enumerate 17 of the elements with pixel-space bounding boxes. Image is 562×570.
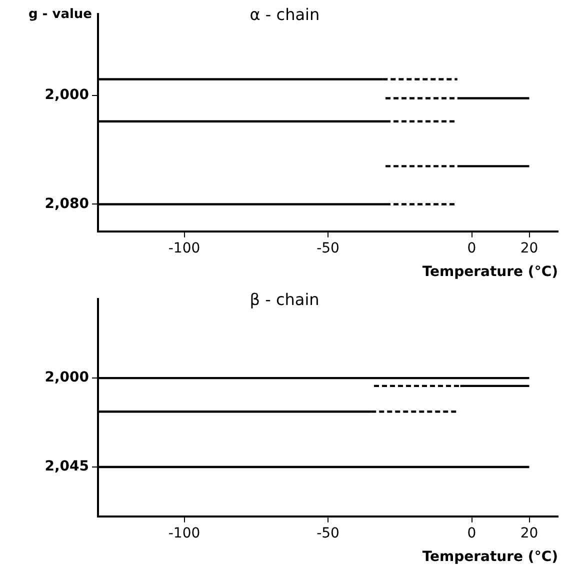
x-axis-title: Temperature (°C) — [422, 264, 558, 280]
x-tick-label: -100 — [168, 525, 200, 542]
x-axis-title: Temperature (°C) — [422, 549, 558, 566]
x-tick-label: -100 — [168, 240, 200, 256]
x-tick-label: 20 — [520, 240, 538, 256]
y-tick-label: 2,000 — [44, 370, 90, 386]
chart-title: β - chain — [250, 290, 320, 310]
x-tick-label: -50 — [316, 240, 340, 256]
y-tick-label: 2,000 — [44, 87, 90, 104]
x-tick-label: 0 — [467, 525, 476, 542]
x-tick-label: -50 — [316, 525, 340, 542]
chart-title: α - chain — [250, 5, 320, 24]
y-axis-title: g - value — [28, 6, 92, 22]
y-tick-label: 2,080 — [44, 196, 90, 212]
x-tick-label: 0 — [467, 240, 476, 256]
x-tick-label: 20 — [520, 525, 538, 542]
y-tick-label: 2,045 — [44, 458, 89, 475]
